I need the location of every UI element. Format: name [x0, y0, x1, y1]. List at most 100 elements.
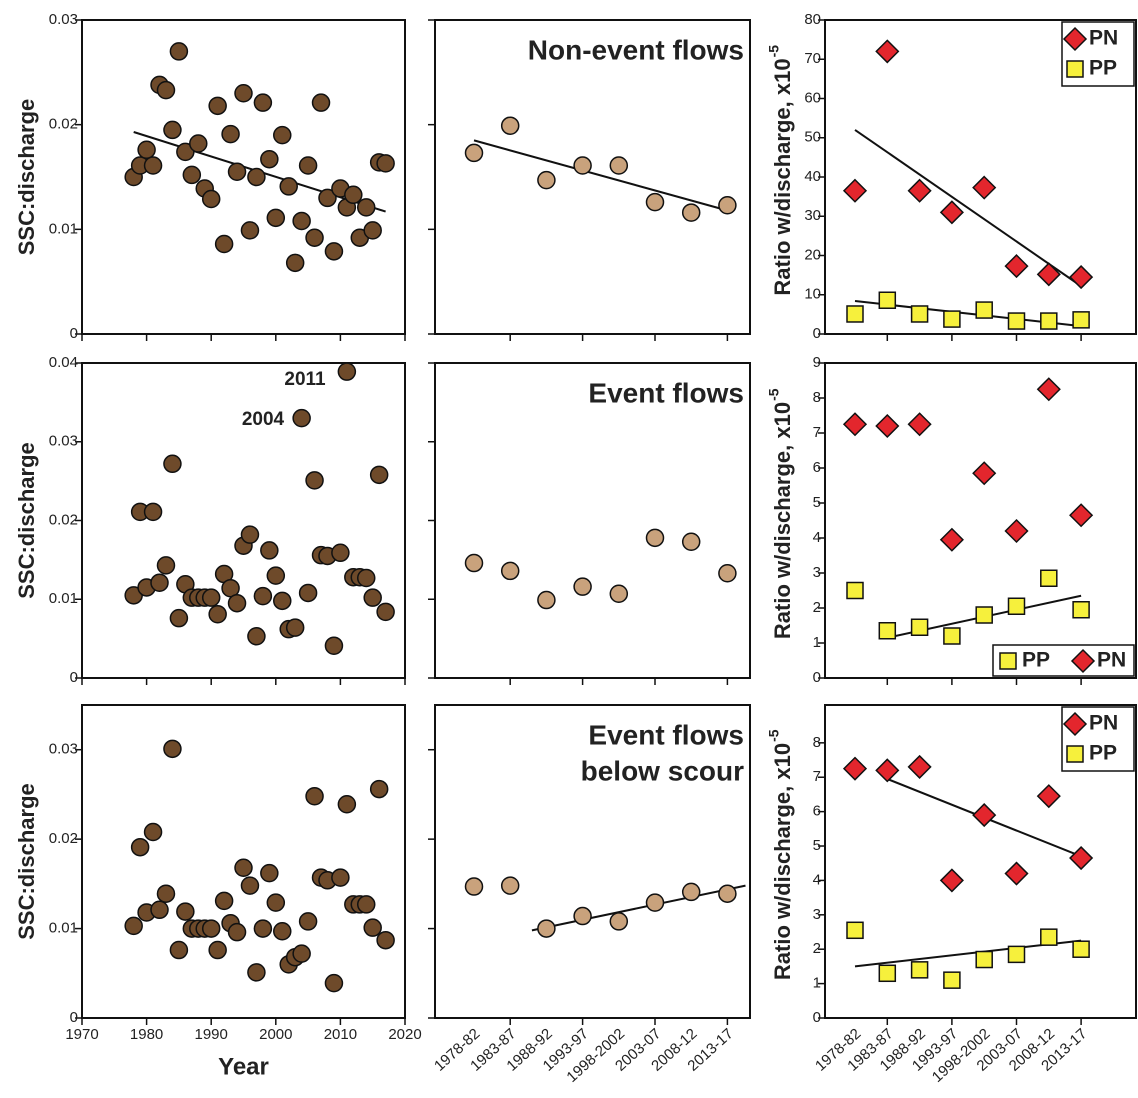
data-point: [1004, 254, 1029, 279]
data-point: [356, 895, 376, 914]
data-point: [240, 525, 260, 544]
plot-frame: [434, 19, 751, 335]
trend-line: [531, 884, 746, 932]
data-point: [972, 175, 997, 200]
y-tick-label: 5: [813, 837, 821, 854]
data-point: [718, 884, 737, 903]
plot-frame: [81, 19, 406, 335]
data-point: [292, 944, 311, 963]
data-point: [939, 868, 964, 893]
data-point: [221, 124, 240, 144]
y-tick-label: 0.03: [49, 433, 78, 450]
data-point: [943, 971, 961, 989]
data-point: [363, 221, 382, 240]
data-point: [298, 156, 318, 175]
x-tick-label: 2000: [259, 1026, 292, 1043]
data-point: [156, 80, 176, 100]
data-point: [337, 795, 357, 814]
data-point: [875, 39, 900, 64]
data-point: [1072, 311, 1090, 329]
data-point: [609, 912, 629, 931]
data-point: [1004, 861, 1029, 886]
data-point: [907, 754, 932, 779]
trend-line: [854, 129, 1082, 287]
data-point: [130, 837, 150, 857]
y-tick-label: 0.03: [49, 741, 78, 758]
data-point: [156, 884, 176, 903]
data-point: [975, 606, 993, 624]
plot-frame: [81, 704, 406, 1019]
data-point: [137, 140, 156, 160]
data-point: [645, 192, 665, 212]
y-tick-label: 0.02: [49, 116, 78, 133]
y-tick-label: 0.03: [49, 11, 78, 28]
data-point: [124, 916, 143, 936]
data-point: [718, 564, 737, 583]
x-axis-title: Year: [218, 1053, 269, 1080]
data-point: [214, 234, 234, 254]
data-point: [878, 964, 897, 983]
y-axis-title: Ratio w/discharge, x10: [770, 402, 795, 639]
y-tick-label: 0: [813, 669, 821, 686]
y-tick-label: 7: [813, 424, 821, 441]
data-point: [573, 156, 592, 175]
data-point: [305, 471, 324, 490]
data-point: [227, 922, 247, 942]
data-point: [878, 291, 897, 309]
data-point: [1040, 312, 1058, 330]
annotation: 2011: [284, 369, 326, 390]
data-point: [279, 177, 298, 196]
plot-frame: [434, 704, 751, 1019]
y-tick-label: 9: [813, 354, 821, 371]
y-tick-label: 40: [804, 168, 821, 185]
y-tick-label: 4: [813, 871, 821, 888]
data-point: [311, 93, 331, 112]
data-point: [609, 584, 629, 603]
data-point: [273, 922, 292, 941]
data-point: [356, 568, 376, 588]
data-point: [1040, 928, 1058, 946]
data-point: [846, 921, 864, 940]
data-point: [240, 221, 260, 240]
data-point: [163, 454, 182, 474]
data-point: [943, 310, 961, 328]
data-point: [331, 868, 350, 887]
data-point: [878, 622, 897, 640]
y-tick-label: 6: [813, 459, 821, 476]
y-axis-title: Ratio w/discharge, x10: [770, 58, 795, 295]
data-point: [214, 891, 234, 911]
data-point: [842, 756, 868, 781]
data-point: [273, 591, 292, 611]
data-point: [910, 305, 929, 323]
data-point: [143, 156, 163, 175]
legend-marker: [1062, 26, 1088, 52]
data-point: [337, 362, 357, 381]
y-tick-label: 4: [813, 529, 821, 546]
data-point: [253, 586, 273, 606]
data-point: [645, 528, 665, 548]
data-point: [182, 165, 202, 185]
y-tick-label: 7: [813, 768, 821, 785]
y-tick-label: 0.01: [49, 920, 78, 937]
data-point: [201, 588, 221, 607]
data-point: [537, 170, 556, 190]
y-tick-label: 0.04: [49, 354, 78, 371]
data-point: [227, 162, 247, 182]
data-point: [247, 627, 266, 646]
y-axis-title: SSC:discharge: [14, 442, 39, 599]
data-point: [201, 919, 221, 938]
y-tick-label: 8: [813, 734, 821, 751]
legend-marker: [1066, 60, 1084, 78]
annotation: 2004: [242, 409, 285, 430]
data-point: [681, 532, 701, 552]
data-point: [266, 893, 286, 912]
y-tick-label: 50: [804, 129, 821, 146]
data-point: [975, 950, 993, 969]
data-point: [324, 973, 344, 993]
x-tick-label: 2020: [388, 1026, 421, 1043]
legend-label: PN: [1097, 649, 1126, 672]
data-point: [234, 858, 253, 878]
data-point: [363, 588, 382, 607]
data-point: [1072, 940, 1090, 958]
